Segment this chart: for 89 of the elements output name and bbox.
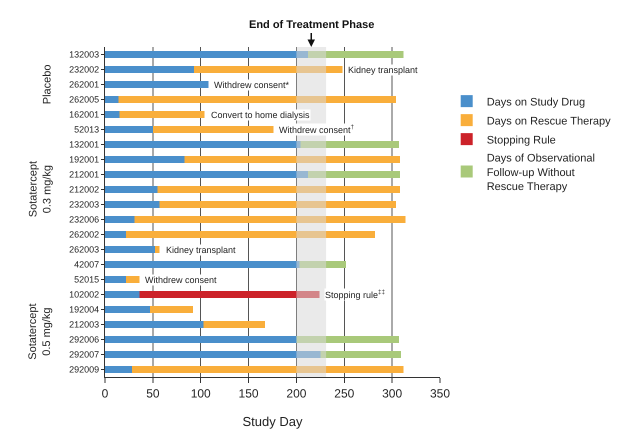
bar [152,126,274,133]
bar [308,51,404,58]
bar [118,96,396,103]
bar [132,366,404,373]
bar [105,141,300,148]
annotation: Stopping rule$^{‡‡}$ [325,289,386,300]
annotation: Kidney transplant [166,245,236,255]
y-tick-label: 52013 [74,124,100,135]
bar [105,201,160,208]
annotation: Withdrew consent* [214,80,290,90]
bar [184,156,400,163]
bar [105,336,296,343]
y-tick-label: 212002 [69,184,100,195]
y-tick-label: 262002 [69,230,100,240]
bar [105,126,153,133]
bar [105,351,320,358]
x-tick-label: 0 [102,386,109,400]
bar [126,276,140,283]
band-label: End of Treatment Phase [249,19,374,31]
y-tick-label: 262003 [69,244,100,255]
bar [299,261,346,268]
y-tick-label: 292006 [69,334,100,345]
bar [105,321,204,328]
bar [308,171,400,178]
bar [105,81,208,88]
bar [105,66,194,73]
bar [105,261,300,268]
x-tick-label: 150 [238,386,259,400]
y-tick-label: 212001 [69,170,100,180]
bar [158,186,400,193]
x-tick-label: 250 [334,386,355,400]
y-tick-label: 232006 [69,214,100,225]
bar [105,366,132,373]
bar [105,246,155,253]
bar [105,216,135,223]
y-tick-label: 102002 [69,290,100,300]
y-tick-label: 232002 [69,64,100,75]
bar [204,321,265,328]
annotation: Kidney transplant [348,65,418,75]
bar [105,51,308,58]
text: Placebo [41,64,54,104]
bar [154,246,160,253]
x-tick-label: 300 [382,386,402,400]
legend-label: Days of Observational Follow-up Without Rescue Therapy [486,152,595,194]
bar [320,351,401,358]
bar [119,111,205,118]
legend-label: Days on Rescue Therapy [486,115,612,128]
legend-label: Stopping Rule [486,134,556,146]
y-tick-label: 292009 [69,364,100,375]
bar [300,141,399,148]
x-tick-label: 350 [430,386,450,400]
x-tick-label: 100 [190,386,212,400]
y-tick-label: 262001 [69,80,100,90]
x-tick-label: 200 [286,386,307,400]
bar [105,111,120,118]
bar [296,336,399,343]
bar [105,231,126,238]
y-tick-label: 192004 [69,304,100,315]
y-tick-label: 132001 [69,140,100,150]
bar [105,291,140,298]
text: Sotatercept 0.5 mg/kg [26,303,54,360]
y-tick-label: 262005 [69,94,100,105]
x-axis-title: Study Day [242,414,303,429]
legend-label: Days on Study Drug [486,96,586,108]
y-tick-label: 292007 [69,350,100,360]
bar [194,66,342,73]
x-tick-label: 50 [146,386,160,400]
annotation: Withdrew consent [145,275,218,285]
y-tick-label: 132003 [69,50,100,60]
text: Sotatercept 0.3 mg/kg [27,160,54,218]
bar [105,186,158,193]
annotation: Convert to home dialysis [211,110,310,120]
y-tick-label: 42007 [74,260,100,270]
bar [160,201,396,208]
bar [139,291,320,298]
bar [105,276,126,283]
bar [150,306,194,313]
bar [105,171,308,178]
annotation: Withdrew consent$^{†}$ [279,124,355,135]
bar [105,96,118,103]
y-tick-label: 192001 [69,154,100,165]
y-tick-label: 232003 [69,200,100,210]
bar [134,216,406,223]
bar [126,231,375,238]
bar [105,156,184,163]
y-tick-label: 52015 [74,274,100,285]
y-tick-label: 212003 [69,320,100,330]
bar [105,306,150,313]
y-tick-label: 162001 [69,110,100,120]
